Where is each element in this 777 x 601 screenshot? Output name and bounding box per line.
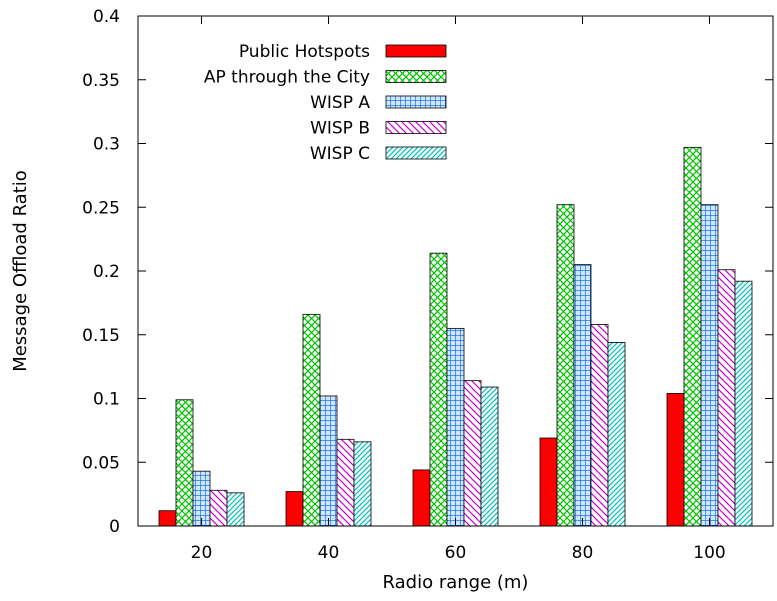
bar (209, 489, 228, 527)
bar (319, 395, 338, 527)
bar (302, 313, 321, 527)
x-tick-label: 80 (572, 543, 594, 563)
y-tick-label: 0 (109, 517, 120, 537)
legend-swatch (385, 95, 447, 109)
ticks-layer: 0 0.05 0.1 0.15 0.2 0.25 0.3 0.35 0.4 20 40 60 80 100 (82, 7, 773, 563)
y-tick-label: 0.2 (93, 262, 120, 282)
bar (683, 146, 702, 527)
y-tick-label: 0.3 (93, 135, 120, 155)
bar (556, 204, 575, 527)
x-axis-title: Radio range (m) (383, 572, 529, 593)
legend-swatch (385, 70, 447, 83)
legend: Public Hotspots AP through the City WISP A… (204, 42, 447, 164)
bar (285, 491, 304, 527)
legend-swatch (385, 44, 447, 58)
legend-label: WISP B (310, 119, 370, 139)
bar (175, 399, 194, 527)
bar (590, 324, 609, 527)
y-tick-label: 0.05 (82, 453, 120, 473)
legend-label: WISP A (310, 93, 370, 113)
y-axis-title: Message Offload Ratio (10, 170, 31, 372)
legend-label: Public Hotspots (239, 42, 370, 62)
x-tick-label: 20 (191, 543, 213, 563)
x-tick-label: 40 (318, 543, 340, 563)
legend-label: AP through the City (204, 68, 370, 88)
bar (446, 327, 465, 527)
bar (158, 510, 177, 527)
bar (666, 392, 685, 527)
x-tick-label: 60 (445, 543, 467, 563)
bars-layer (158, 146, 753, 527)
bar (607, 341, 626, 527)
bar (412, 469, 431, 527)
bar (429, 252, 448, 527)
y-tick-label: 0.25 (82, 198, 120, 218)
y-tick-label: 0.1 (93, 390, 120, 410)
bar (480, 386, 499, 527)
bar (573, 264, 592, 527)
bar (463, 380, 482, 527)
legend-swatch (385, 121, 447, 134)
bar (717, 269, 736, 527)
x-tick-label: 100 (693, 543, 725, 563)
bar (700, 204, 719, 527)
legend-label: WISP C (310, 144, 370, 164)
y-tick-label: 0.35 (82, 71, 120, 91)
y-tick-label: 0.15 (82, 326, 120, 346)
bar (734, 280, 753, 527)
bar (192, 470, 211, 527)
legend-swatch (385, 146, 447, 160)
bar (353, 441, 372, 527)
bar (539, 437, 558, 527)
bar (226, 492, 245, 527)
bar (336, 438, 355, 527)
y-tick-label: 0.4 (93, 7, 120, 27)
